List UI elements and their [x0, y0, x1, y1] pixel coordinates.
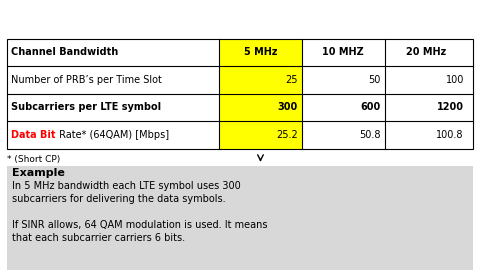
- Text: 50: 50: [369, 75, 381, 85]
- Text: 100.8: 100.8: [436, 130, 464, 140]
- Text: Data Bit: Data Bit: [11, 130, 56, 140]
- Text: 50.8: 50.8: [360, 130, 381, 140]
- Bar: [219, 94, 302, 121]
- Text: subcarriers for delivering the data symbols.: subcarriers for delivering the data symb…: [12, 194, 226, 204]
- Text: Example: Example: [12, 168, 65, 178]
- Text: 10 MHZ: 10 MHZ: [323, 47, 364, 58]
- Bar: [219, 66, 302, 94]
- Text: Channel Bandwidth: Channel Bandwidth: [11, 47, 118, 58]
- Text: 25: 25: [286, 75, 298, 85]
- Bar: [7, 39, 473, 149]
- Bar: [7, 166, 473, 270]
- Text: 100: 100: [445, 75, 464, 85]
- Text: In 5 MHz bandwidth each LTE symbol uses 300: In 5 MHz bandwidth each LTE symbol uses …: [12, 181, 241, 191]
- Text: 20 MHz: 20 MHz: [406, 47, 446, 58]
- Text: * (Short CP): * (Short CP): [7, 155, 60, 164]
- Text: If SINR allows, 64 QAM modulation is used. It means: If SINR allows, 64 QAM modulation is use…: [12, 220, 267, 230]
- Bar: [219, 39, 302, 66]
- Bar: [7, 39, 473, 149]
- Text: Number of PRB’s per Time Slot: Number of PRB’s per Time Slot: [11, 75, 162, 85]
- Text: 600: 600: [360, 102, 381, 113]
- Text: 25.2: 25.2: [276, 130, 298, 140]
- Text: Subcarriers per LTE symbol: Subcarriers per LTE symbol: [11, 102, 161, 113]
- Text: LTE Downlink – Throughput Calculation: LTE Downlink – Throughput Calculation: [59, 9, 421, 27]
- Text: 1200: 1200: [437, 102, 464, 113]
- Bar: [219, 121, 302, 149]
- Text: 5 MHz: 5 MHz: [244, 47, 277, 58]
- Text: 300: 300: [278, 102, 298, 113]
- Text: Rate* (64QAM) [Mbps]: Rate* (64QAM) [Mbps]: [56, 130, 168, 140]
- Text: that each subcarrier carriers 6 bits.: that each subcarrier carriers 6 bits.: [12, 233, 185, 243]
